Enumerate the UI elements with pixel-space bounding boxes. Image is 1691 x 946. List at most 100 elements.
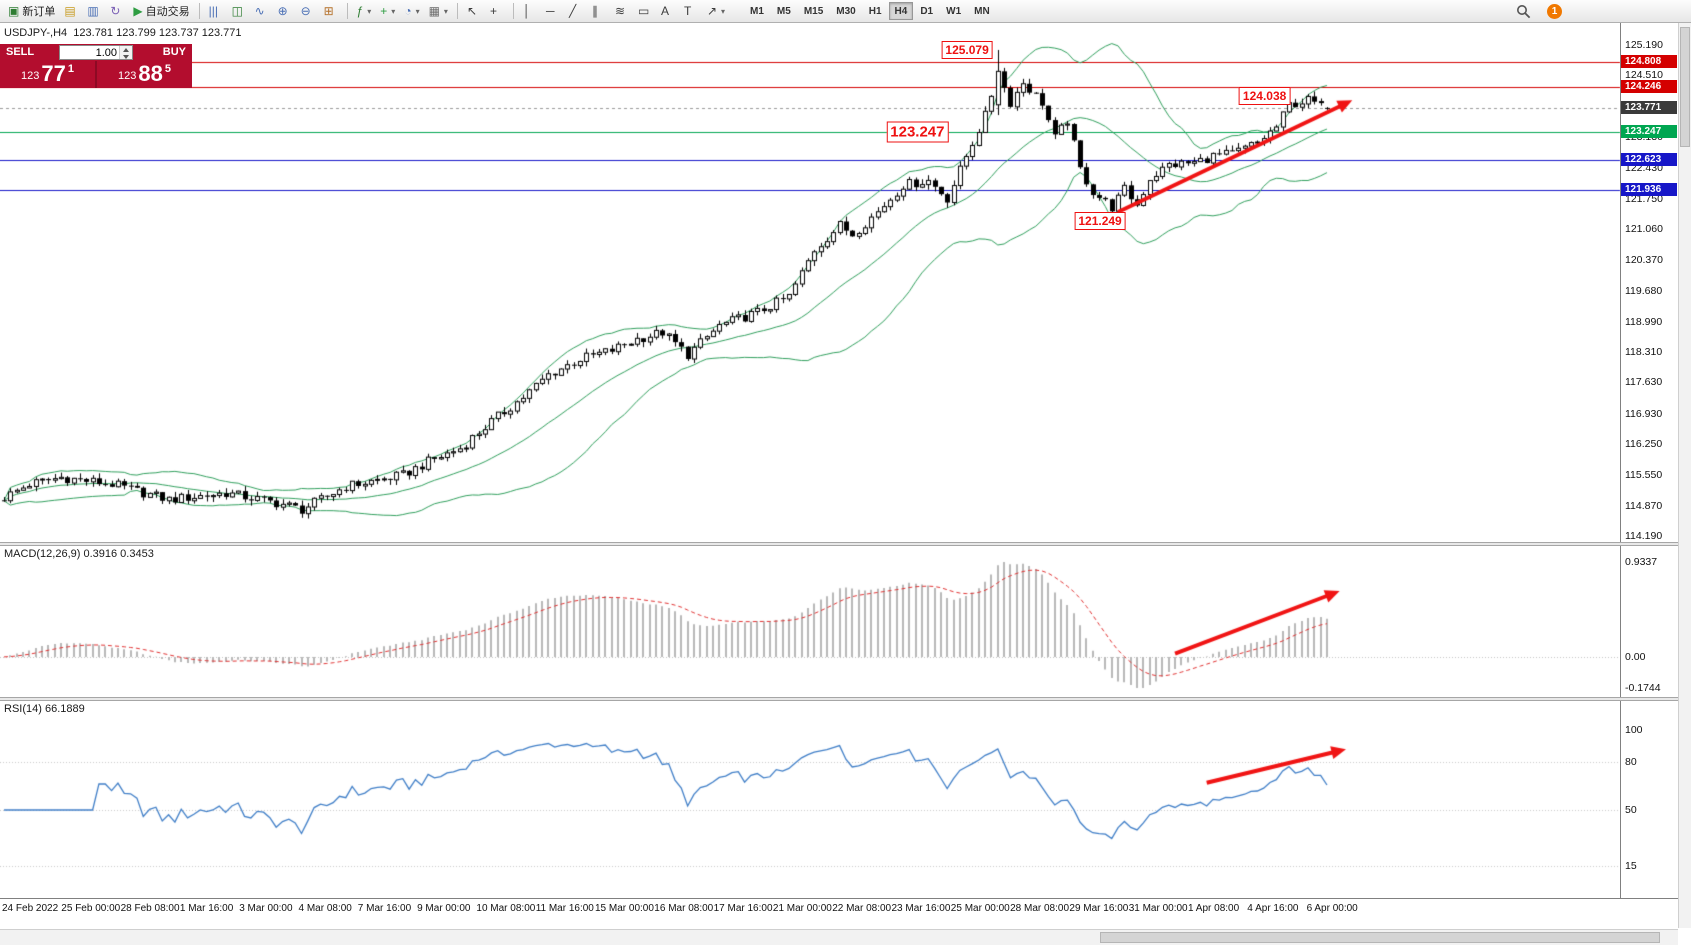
time-axis-tick: 4 Mar 08:00: [298, 903, 352, 914]
templates-icon: ▦: [428, 4, 440, 18]
bar-chart-type-button[interactable]: |||: [205, 1, 227, 21]
time-axis-tick: 9 Mar 00:00: [417, 903, 471, 914]
timeframe-m15-button[interactable]: M15: [798, 2, 829, 20]
time-axis-tick: 10 Mar 08:00: [476, 903, 536, 914]
time-axis-tick: 1 Apr 08:00: [1188, 903, 1240, 914]
line-chart-type-button[interactable]: ∿: [251, 1, 273, 21]
ask-pipette: 5: [164, 63, 171, 75]
autotrading-button[interactable]: ▶ 自动交易: [129, 1, 193, 21]
vertical-scrollbar[interactable]: [1678, 23, 1691, 928]
trendline-tool[interactable]: ╱: [565, 1, 587, 21]
timeframe-m5-button[interactable]: M5: [771, 2, 797, 20]
vertical-scrollbar-thumb[interactable]: [1680, 27, 1690, 147]
panel-separator-macd[interactable]: [0, 542, 1691, 546]
timeframe-mn-button[interactable]: MN: [968, 2, 996, 20]
toolbar-separator: [512, 3, 514, 19]
arrow-objects-tool[interactable]: ↗ ▾: [703, 1, 729, 21]
panel-separator-rsi[interactable]: [0, 697, 1691, 701]
horizontal-line-tool[interactable]: ─: [542, 1, 564, 21]
volume-stepper[interactable]: [119, 46, 132, 59]
search-icon[interactable]: [1516, 4, 1531, 19]
horizontal-scrollbar-thumb[interactable]: [1100, 932, 1660, 943]
cycle-button[interactable]: ↻: [106, 1, 128, 21]
templates-button[interactable]: ▦ ▾: [425, 1, 452, 21]
chart-profiles-icon: ▤: [64, 4, 76, 18]
timeframe-m30-button[interactable]: M30: [830, 2, 861, 20]
chevron-down-icon: ▾: [367, 6, 372, 16]
channel-icon: ∥: [591, 4, 598, 18]
crosshair-tool[interactable]: +: [486, 1, 508, 21]
buy-button[interactable]: BUY: [162, 46, 186, 58]
cursor-tool[interactable]: ↖: [463, 1, 485, 21]
chart-profiles-button[interactable]: ▤: [60, 1, 82, 21]
rsi-axis-tick: 80: [1625, 756, 1637, 768]
bid-pipette: 1: [67, 63, 74, 75]
chevron-down-icon: ▾: [391, 6, 396, 16]
fibonacci-tool[interactable]: ≋: [611, 1, 633, 21]
toolbar-right: 1: [1516, 4, 1562, 19]
timeframe-m1-button[interactable]: M1: [744, 2, 770, 20]
price-axis-tick: 116.250: [1625, 438, 1663, 451]
price-annotation-123.247: 123.247: [886, 121, 949, 143]
zoom-out-button[interactable]: ⊖: [297, 1, 319, 21]
volume-input-wrap: [59, 45, 133, 60]
new-order-button[interactable]: ▣ 新订单: [4, 1, 59, 21]
one-click-trade-panel: SELL BUY 123 77 1 123 88 5: [0, 44, 192, 88]
time-axis-tick: 21 Mar 00:00: [772, 903, 832, 914]
sell-button[interactable]: SELL: [6, 46, 35, 58]
channel-tool[interactable]: ∥: [588, 1, 610, 21]
chevron-down-icon: ▾: [721, 6, 726, 16]
time-axis-tick: 28 Feb 08:00: [120, 903, 180, 914]
toolbar-buttons: ▣ 新订单 ▤ ▥ ↻ ▶ 自动交易 ||| ◫ ∿ ⊕ ⊖ ⊞ ƒ ▾ + ▾ ◔ ▾ ▦ ▾ ↖ + │ ─ ╱ ∥ ≋ ▭ A T ↗ ▾: [4, 1, 729, 21]
price-tag-122.623: 122.623: [1621, 152, 1677, 166]
macd-axis-min: -0.1744: [1625, 682, 1661, 694]
text-icon: A: [660, 4, 669, 18]
zoom-in-button[interactable]: ⊕: [274, 1, 296, 21]
time-axis: 24 Feb 2022 25 Feb 00:00 28 Feb 08:00 1 Mar…: [0, 898, 1678, 928]
fibonacci-icon: ≋: [614, 4, 625, 18]
time-axis-tick: 6 Apr 00:00: [1306, 903, 1358, 914]
stepper-up-icon[interactable]: [120, 46, 132, 53]
current-price-tag: 123.771: [1621, 101, 1677, 115]
price-axis-tick: 120.370: [1625, 254, 1663, 267]
time-axis-tick: 16 Mar 08:00: [654, 903, 714, 914]
bar-chart-type-icon: |||: [208, 4, 218, 18]
charts-window-button[interactable]: ▥: [83, 1, 105, 21]
vertical-line-tool[interactable]: │: [519, 1, 541, 21]
candlestick-chart-type-button[interactable]: ◫: [228, 1, 250, 21]
macd-label: MACD(12,26,9) 0.3916 0.3453: [4, 548, 154, 560]
tile-windows-button[interactable]: ⊞: [320, 1, 342, 21]
price-axis-tick: 117.630: [1625, 376, 1663, 389]
timeframe-h4-button[interactable]: H4: [888, 2, 914, 20]
periods-button[interactable]: ◔ ▾: [400, 1, 423, 21]
notifications-badge[interactable]: 1: [1547, 4, 1562, 19]
price-axis: 125.190124.510123.130122.430121.750121.0…: [1621, 0, 1678, 946]
arrow-objects-icon: ↗: [706, 4, 717, 18]
add-indicator-icon: +: [380, 4, 388, 18]
text-tool[interactable]: A: [657, 1, 679, 21]
horizontal-scrollbar[interactable]: [0, 929, 1678, 945]
chart-ohlc-title: USDJPY-,H4 123.781 123.799 123.737 123.7…: [4, 27, 242, 39]
label-tool[interactable]: T: [680, 1, 702, 21]
sell-price-button[interactable]: 123 77 1: [0, 61, 95, 88]
time-axis-tick: 24 Feb 2022: [2, 903, 59, 914]
timeframe-d1-button[interactable]: D1: [914, 2, 939, 20]
indicators-button[interactable]: ƒ ▾: [353, 1, 376, 21]
add-indicator-button[interactable]: + ▾: [376, 1, 399, 21]
timeframe-h1-button[interactable]: H1: [863, 2, 888, 20]
autotrading-icon: ▶: [133, 4, 143, 18]
trade-panel-divider: [95, 61, 97, 88]
macd-axis-zero: 0.00: [1625, 650, 1646, 663]
timeframe-w1-button[interactable]: W1: [940, 2, 967, 20]
price-axis-tick: 114.870: [1625, 499, 1663, 512]
tile-windows-icon: ⊞: [323, 4, 334, 18]
bid-big-digits: 77: [41, 61, 66, 86]
shapes-tool[interactable]: ▭: [634, 1, 656, 21]
time-axis-tick: 17 Mar 16:00: [713, 903, 773, 914]
stepper-down-icon[interactable]: [120, 53, 132, 60]
toolbar: ▣ 新订单 ▤ ▥ ↻ ▶ 自动交易 ||| ◫ ∿ ⊕ ⊖ ⊞ ƒ ▾ + ▾ ◔ ▾ ▦ ▾ ↖ + │ ─ ╱ ∥ ≋ ▭ A T ↗ ▾…: [0, 0, 1691, 23]
volume-input[interactable]: [60, 46, 119, 59]
buy-price-button[interactable]: 123 88 5: [97, 61, 192, 88]
